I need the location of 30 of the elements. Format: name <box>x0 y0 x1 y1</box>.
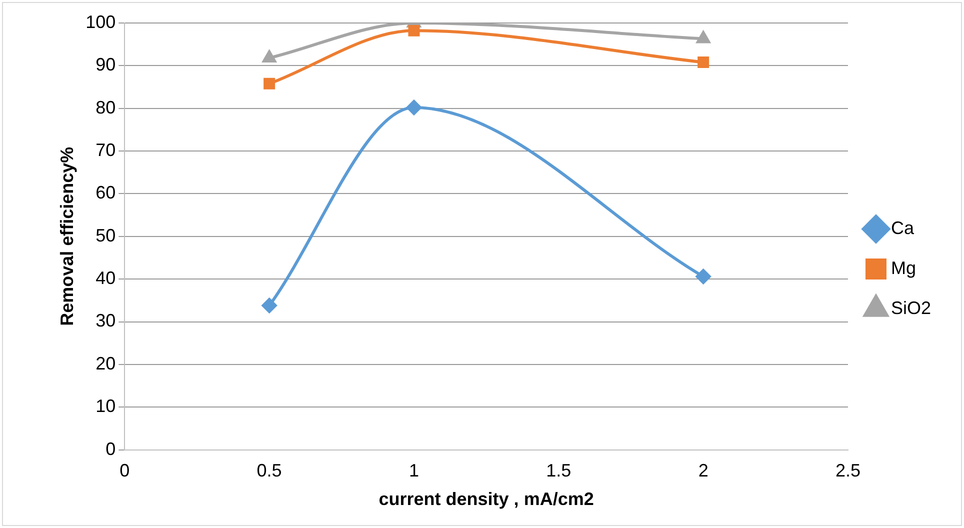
point <box>262 298 277 314</box>
point <box>406 100 422 116</box>
y-axis-title: Removal efficiency% <box>56 146 77 326</box>
y-tick-label: 30 <box>96 310 116 331</box>
y-tick-label: 0 <box>106 438 116 459</box>
point <box>262 50 276 62</box>
legend-label: Ca <box>890 218 915 238</box>
y-tick-label: 40 <box>96 268 116 288</box>
y-tick-label: 90 <box>96 54 116 75</box>
x-axis-title: current density , mA/cm2 <box>378 489 594 510</box>
y-tick-label: 100 <box>86 12 116 32</box>
point <box>696 269 711 284</box>
x-tick-label: 1.5 <box>546 460 572 481</box>
y-tick-label: 70 <box>96 140 116 160</box>
point <box>264 78 276 90</box>
x-tick-label: 0 <box>120 460 130 481</box>
legend-label: SiO2 <box>890 298 932 318</box>
x-tick-label: 2.5 <box>835 460 860 481</box>
point <box>696 31 710 44</box>
point <box>408 24 420 36</box>
x-tick-label: 1 <box>408 460 419 481</box>
y-tick-label: 60 <box>96 182 116 203</box>
y-tick-label: 10 <box>96 396 116 416</box>
x-tick-label: 0.5 <box>256 460 282 481</box>
x-tick-label: 2 <box>698 460 708 481</box>
legend-label: Mg <box>890 258 916 278</box>
point <box>698 56 710 68</box>
y-tick-label: 80 <box>96 97 116 118</box>
y-tick-label: 20 <box>96 353 116 374</box>
y-tick-label: 50 <box>96 225 116 246</box>
